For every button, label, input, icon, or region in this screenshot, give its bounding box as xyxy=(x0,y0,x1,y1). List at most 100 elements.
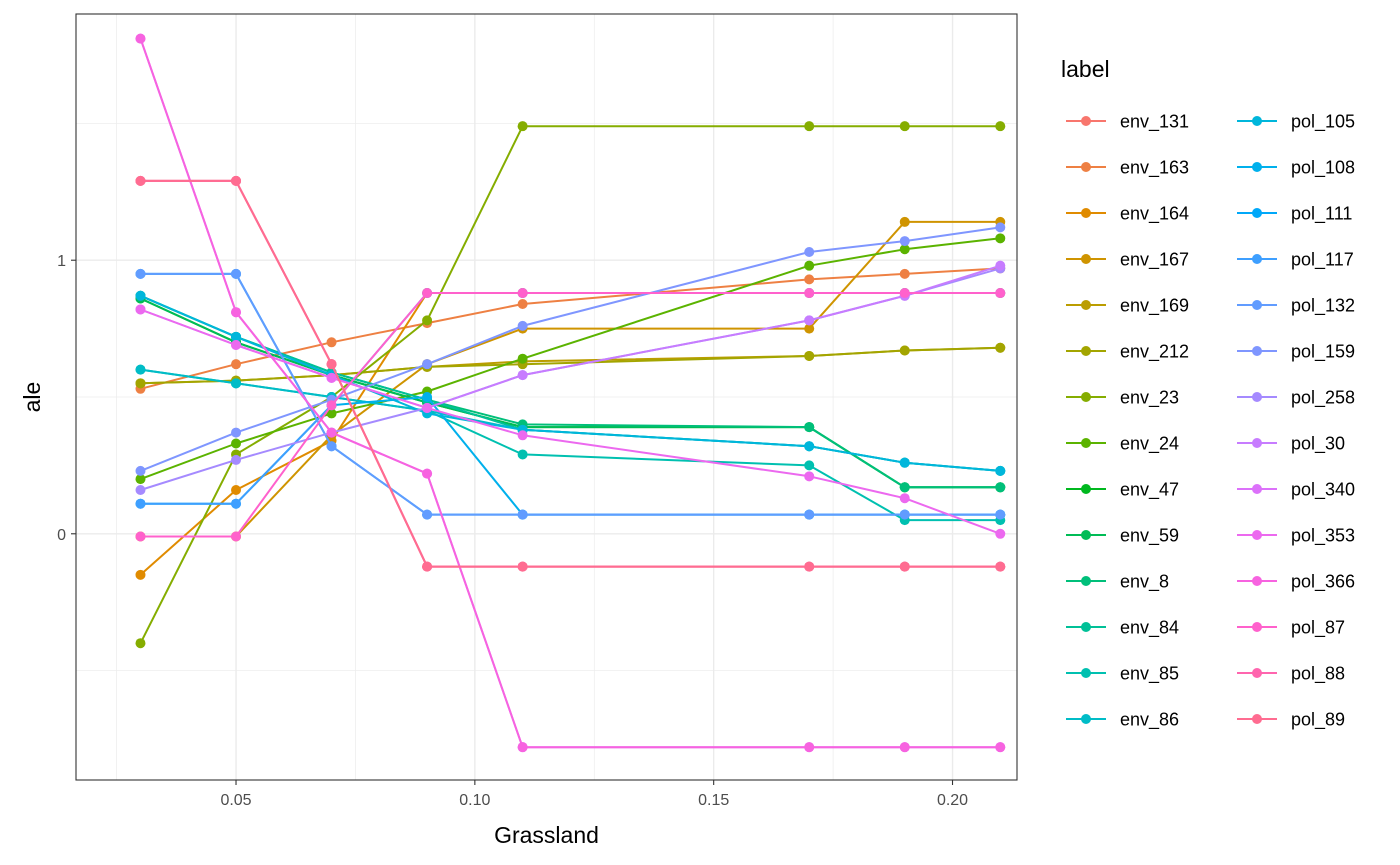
legend-label: env_84 xyxy=(1120,618,1179,639)
data-point xyxy=(231,175,242,186)
data-point xyxy=(804,121,815,132)
data-point xyxy=(804,315,815,326)
data-point xyxy=(422,468,433,479)
legend-key-point xyxy=(1081,162,1091,172)
legend: label env_131 env_163 env_164 env_167 env_16… xyxy=(1061,56,1355,731)
data-point xyxy=(422,402,433,413)
data-point xyxy=(995,342,1006,353)
legend-key-point xyxy=(1081,622,1091,632)
data-point xyxy=(231,331,242,342)
series-line xyxy=(139,125,1001,644)
data-point xyxy=(995,260,1006,271)
data-point xyxy=(231,485,242,496)
legend-key-point xyxy=(1081,208,1091,218)
legend-key-point xyxy=(1252,254,1262,264)
legend-label: env_8 xyxy=(1120,572,1169,593)
legend-key-point xyxy=(1252,208,1262,218)
data-point xyxy=(326,427,337,438)
legend-label: pol_117 xyxy=(1291,250,1354,271)
data-point xyxy=(231,454,242,465)
legend-item-env_163: env_163 xyxy=(1066,158,1189,179)
series-line xyxy=(139,38,1001,749)
data-point xyxy=(517,561,528,572)
x-tick-label: 0.20 xyxy=(937,792,968,809)
series-line xyxy=(140,308,1001,535)
data-point xyxy=(135,498,146,509)
data-point xyxy=(804,509,815,520)
legend-item-env_23: env_23 xyxy=(1066,388,1179,409)
legend-key-point xyxy=(1252,622,1262,632)
legend-key-point xyxy=(1252,116,1262,126)
legend-key-point xyxy=(1081,300,1091,310)
data-point xyxy=(804,260,815,271)
data-point xyxy=(135,290,146,301)
data-point xyxy=(231,427,242,438)
data-point xyxy=(995,742,1006,753)
data-point xyxy=(135,175,146,186)
series-pol_87 xyxy=(135,288,1006,542)
legend-item-pol_132: pol_132 xyxy=(1237,296,1355,317)
series-line xyxy=(140,220,1001,538)
legend-key-point xyxy=(1252,438,1262,448)
plot-panel-border xyxy=(75,13,1018,781)
legend-key-point xyxy=(1252,484,1262,494)
data-point xyxy=(995,482,1006,493)
series-layer xyxy=(135,33,1006,753)
data-point xyxy=(422,392,433,402)
series-pol_353 xyxy=(135,304,1006,539)
data-point xyxy=(135,531,146,542)
data-point xyxy=(899,244,910,255)
data-point xyxy=(899,457,910,468)
series-line xyxy=(140,346,1001,385)
data-point xyxy=(899,268,910,279)
y-axis: 01 xyxy=(57,253,76,544)
data-point xyxy=(899,493,910,504)
legend-item-pol_353: pol_353 xyxy=(1237,526,1355,547)
x-tick-label: 0.15 xyxy=(698,792,729,809)
legend-label: pol_353 xyxy=(1291,526,1355,547)
legend-label: env_164 xyxy=(1120,204,1189,225)
data-point xyxy=(804,460,815,471)
data-point xyxy=(231,268,242,279)
x-tick-label: 0.05 xyxy=(220,792,251,809)
legend-label: env_167 xyxy=(1120,250,1189,271)
legend-item-env_24: env_24 xyxy=(1066,434,1179,455)
series-line xyxy=(140,226,1001,472)
data-point xyxy=(899,509,910,520)
data-point xyxy=(995,465,1006,476)
legend-item-pol_105: pol_105 xyxy=(1237,112,1355,133)
data-point xyxy=(517,449,528,460)
legend-label: pol_340 xyxy=(1291,480,1355,501)
data-point xyxy=(231,340,242,351)
series-pol_366 xyxy=(135,33,1006,753)
legend-label: pol_132 xyxy=(1291,296,1355,317)
data-point xyxy=(517,742,528,753)
data-point xyxy=(517,370,528,381)
data-point xyxy=(135,474,146,485)
data-point xyxy=(135,378,146,389)
legend-key-point xyxy=(1081,576,1091,586)
data-point xyxy=(804,323,815,334)
data-point xyxy=(231,531,242,542)
legend-item-env_59: env_59 xyxy=(1066,526,1179,547)
series-pol_132 xyxy=(135,268,1006,520)
data-point xyxy=(135,485,146,496)
data-point xyxy=(899,482,910,493)
legend-key-point xyxy=(1252,530,1262,540)
data-point xyxy=(135,364,146,375)
legend-label: pol_159 xyxy=(1291,342,1355,363)
data-point xyxy=(326,400,337,411)
legend-key-point xyxy=(1252,576,1262,586)
data-point xyxy=(804,441,815,452)
data-point xyxy=(899,345,910,356)
legend-label: pol_105 xyxy=(1291,112,1355,133)
legend-label: pol_87 xyxy=(1291,618,1345,639)
legend-label: pol_258 xyxy=(1291,388,1355,409)
data-point xyxy=(135,465,146,476)
minor-gridlines xyxy=(76,14,1017,780)
legend-label: pol_108 xyxy=(1291,158,1355,179)
legend-item-env_131: env_131 xyxy=(1066,112,1189,133)
data-point xyxy=(135,304,146,315)
legend-item-pol_159: pol_159 xyxy=(1237,342,1355,363)
